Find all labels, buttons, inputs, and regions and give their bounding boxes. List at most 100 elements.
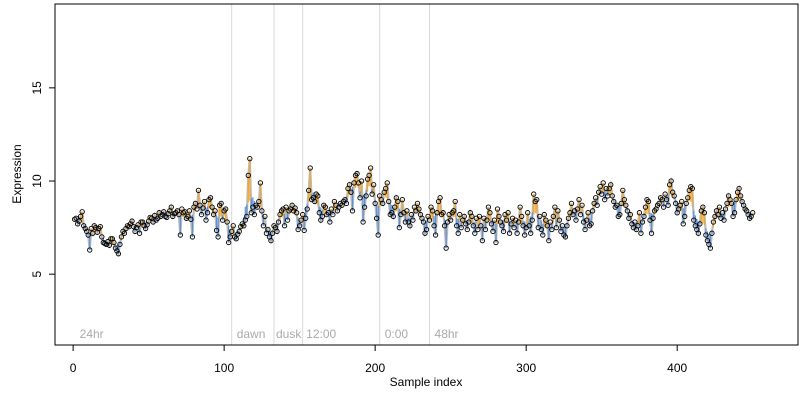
data-point <box>176 211 182 218</box>
data-point <box>188 216 194 222</box>
data-point <box>301 227 307 234</box>
data-point <box>638 230 644 236</box>
data-point <box>383 185 389 192</box>
data-point <box>432 232 439 238</box>
data-point <box>470 223 476 229</box>
data-point <box>82 225 88 232</box>
data-point <box>719 210 726 216</box>
section-label: dusk <box>276 327 302 341</box>
data-point <box>298 217 304 223</box>
data-point <box>115 251 122 257</box>
data-point <box>198 211 205 218</box>
data-point <box>455 230 461 236</box>
data-point <box>304 206 310 212</box>
data-point <box>475 226 481 233</box>
data-point <box>618 200 624 207</box>
trace-lines <box>74 158 754 258</box>
data-point <box>97 224 103 230</box>
data-point <box>671 193 677 199</box>
data-point <box>434 210 440 216</box>
data-point <box>85 232 91 238</box>
data-point <box>663 197 670 203</box>
data-point <box>476 213 483 220</box>
data-point <box>328 206 335 212</box>
data-point <box>395 198 401 205</box>
section-label: 0:00 <box>385 327 409 341</box>
data-point <box>632 219 638 225</box>
data-point <box>457 211 463 218</box>
x-tick-label: 200 <box>365 361 385 375</box>
data-point <box>603 185 609 192</box>
data-point <box>111 239 117 246</box>
data-point <box>238 224 244 230</box>
data-point <box>526 223 532 229</box>
data-point <box>553 224 560 231</box>
data-point <box>241 223 247 229</box>
data-point <box>200 205 206 211</box>
data-point <box>375 232 381 238</box>
x-axis-label: Sample index <box>390 375 463 389</box>
data-point <box>487 210 493 216</box>
data-point <box>490 228 496 234</box>
data-point <box>215 234 221 240</box>
y-tick-label: 5 <box>30 271 44 278</box>
data-point <box>511 224 517 231</box>
section-label: 48hr <box>435 327 459 341</box>
data-point <box>404 208 410 214</box>
data-point <box>79 209 85 215</box>
data-point <box>114 248 120 254</box>
data-point <box>499 223 505 229</box>
data-point <box>274 228 280 234</box>
data-point <box>546 238 552 244</box>
x-tick-label: 400 <box>667 361 687 375</box>
data-point <box>380 200 386 207</box>
data-point <box>728 200 735 207</box>
data-point <box>623 202 629 208</box>
data-point <box>141 223 147 229</box>
data-point <box>361 204 368 210</box>
data-point <box>374 215 380 221</box>
data-point <box>648 230 655 236</box>
data-point <box>621 197 627 203</box>
data-point <box>565 215 572 221</box>
data-point <box>485 204 492 210</box>
data-point <box>233 236 239 242</box>
data-point <box>538 226 544 233</box>
data-point <box>106 242 113 248</box>
data-point <box>244 213 250 220</box>
data-point <box>76 218 82 224</box>
data-point <box>573 217 579 223</box>
data-point <box>491 217 498 223</box>
data-point <box>682 213 688 220</box>
data-point <box>260 223 267 229</box>
data-point <box>550 213 557 220</box>
data-point <box>437 195 443 201</box>
data-point <box>558 228 564 234</box>
data-point <box>327 219 333 225</box>
data-point <box>589 208 596 214</box>
data-point <box>464 226 470 233</box>
data-point <box>469 213 475 220</box>
data-point <box>189 234 196 240</box>
data-point <box>312 198 318 205</box>
data-point <box>518 213 525 220</box>
data-point <box>73 215 79 221</box>
data-point <box>660 204 667 210</box>
data-point <box>515 219 522 225</box>
section-label: 12:00 <box>306 327 336 341</box>
data-point <box>112 245 119 251</box>
data-point <box>384 180 390 186</box>
data-point <box>697 221 703 227</box>
data-point <box>478 223 484 229</box>
data-point <box>262 213 268 220</box>
plot-frame <box>54 3 799 346</box>
data-point <box>259 208 265 214</box>
data-point <box>737 193 744 199</box>
data-point <box>454 223 460 229</box>
data-point <box>235 231 241 237</box>
data-point <box>275 219 282 225</box>
data-point <box>534 197 540 203</box>
data-point <box>289 202 295 208</box>
data-point <box>410 217 416 223</box>
